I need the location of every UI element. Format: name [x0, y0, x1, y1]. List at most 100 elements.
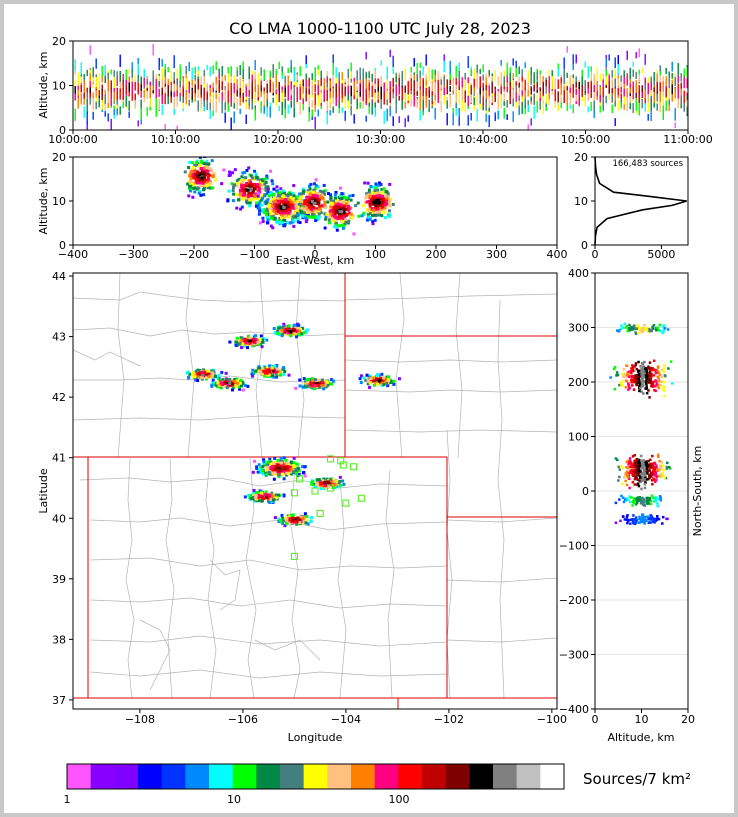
ew-source-mark	[389, 198, 393, 202]
map-source-mark	[265, 368, 269, 372]
ew-source-mark	[205, 159, 209, 163]
map-source-mark	[365, 373, 369, 377]
ns-gridlines	[595, 272, 688, 710]
ew-source-mark	[391, 202, 395, 206]
map-source-mark	[225, 384, 229, 388]
ew-source-mark	[381, 203, 385, 207]
time-source-mark	[533, 72, 535, 84]
ew-source-mark	[227, 173, 231, 177]
ew-source-mark	[376, 191, 380, 195]
ns-source-mark	[662, 324, 666, 327]
ew-source-mark	[301, 214, 305, 218]
map-source-mark	[301, 516, 305, 520]
time-source-mark	[194, 66, 196, 74]
map-source-mark	[251, 470, 255, 474]
ew-source-mark	[283, 223, 287, 227]
ew-source-mark	[349, 216, 353, 220]
ew-source-mark	[279, 211, 283, 215]
time-source-mark	[314, 116, 316, 129]
lma-station-marker	[290, 489, 298, 497]
ns-source-mark	[624, 375, 627, 379]
map-source-mark	[306, 380, 310, 384]
ew-source-mark	[208, 186, 212, 190]
ew-sources	[183, 157, 395, 236]
map-source-mark	[225, 377, 229, 381]
ns-source-mark	[625, 364, 628, 368]
map-source-mark	[256, 470, 260, 474]
ew-source-mark	[263, 194, 267, 198]
ew-source-mark	[230, 182, 234, 186]
ns-source-mark	[609, 376, 612, 379]
time-source-mark	[497, 91, 499, 100]
ns-source-mark	[654, 389, 658, 393]
time-source-mark	[620, 80, 622, 88]
ew-source-mark	[341, 200, 345, 204]
ew-source-mark	[374, 206, 378, 210]
ew-source-mark	[293, 200, 297, 204]
time-source-mark	[188, 84, 190, 94]
time-source-mark	[287, 104, 289, 114]
ns-source-mark	[635, 367, 639, 371]
time-source-mark	[605, 58, 607, 67]
ew-source-mark	[384, 189, 388, 193]
ew-source-mark	[288, 205, 292, 209]
ns-source-mark	[637, 360, 640, 364]
time-source-mark	[299, 66, 301, 72]
time-source-mark	[437, 81, 439, 94]
map-source-mark	[323, 484, 327, 488]
time-source-mark	[356, 92, 358, 105]
ew-source-mark	[248, 204, 252, 208]
ew-source-mark	[280, 221, 284, 225]
map-source-mark	[250, 496, 254, 500]
map-source-mark	[295, 522, 299, 526]
ns-source-mark	[648, 370, 652, 374]
map-source-mark	[297, 469, 301, 473]
map-source-mark	[295, 462, 299, 466]
ew-source-mark	[254, 204, 258, 208]
time-source-mark	[656, 98, 658, 105]
ns-source-mark	[624, 326, 628, 329]
map-source-mark	[316, 483, 320, 487]
time-source-mark	[86, 92, 88, 99]
ew-source-mark	[264, 180, 268, 184]
time-source-mark	[665, 76, 667, 86]
time-source-mark	[629, 97, 631, 110]
time-source-mark	[86, 101, 88, 111]
time-source-mark	[557, 91, 559, 103]
ns-source-mark	[656, 366, 660, 369]
map-source-mark	[231, 379, 235, 383]
time-source-mark	[245, 114, 247, 124]
ew-source-mark	[265, 176, 269, 180]
ew-source-mark	[276, 199, 280, 203]
map-source-mark	[286, 520, 290, 524]
map-source-mark	[245, 346, 249, 350]
time-source-mark	[458, 62, 460, 72]
time-source-mark	[224, 89, 226, 103]
time-source-mark	[257, 84, 259, 98]
ew-source-mark	[346, 221, 350, 225]
time-source-mark	[104, 75, 106, 84]
time-source-mark	[488, 106, 490, 112]
ew-source-mark	[335, 216, 339, 220]
ew-source-mark	[291, 197, 295, 201]
map-source-mark	[237, 338, 241, 342]
ns-source-mark	[638, 389, 641, 393]
ew-source-mark	[231, 186, 235, 190]
ew-source-mark	[339, 203, 343, 207]
time-source-mark	[245, 86, 247, 97]
ew-source-mark	[382, 187, 386, 191]
map-source-mark	[261, 472, 265, 476]
time-source-mark	[566, 91, 568, 105]
ew-source-mark	[337, 196, 341, 200]
ew-source-mark	[282, 214, 286, 218]
time-source-mark	[263, 87, 265, 93]
ns-source-mark	[627, 383, 631, 387]
time-source-mark	[167, 95, 169, 105]
time-source-mark	[263, 93, 265, 105]
ew-source-mark	[270, 209, 274, 213]
map-source-mark	[210, 383, 214, 387]
time-source-mark	[89, 73, 91, 83]
time-source-mark	[413, 88, 415, 96]
